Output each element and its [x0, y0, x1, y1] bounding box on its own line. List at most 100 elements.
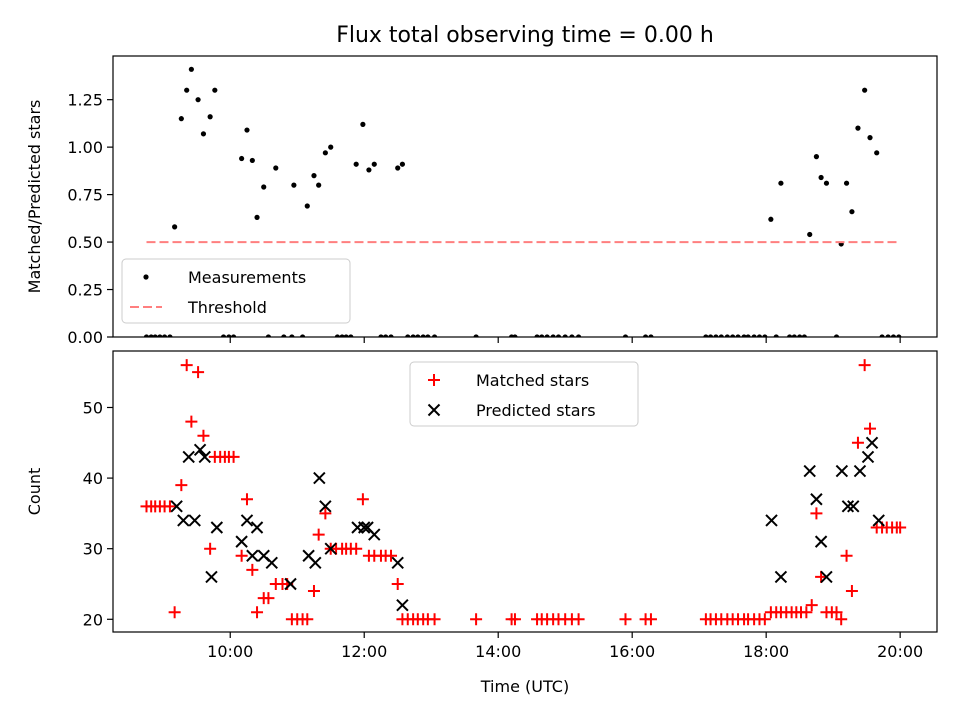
measurements-point	[813, 154, 820, 160]
matched-stars-point	[227, 450, 240, 463]
matched-stars-point	[301, 613, 314, 626]
measurements-point	[353, 161, 359, 167]
measurements-point	[833, 334, 840, 337]
measurements-point	[756, 334, 763, 337]
y-tick-label: 0.50	[67, 233, 103, 252]
predicted-stars-point	[835, 464, 849, 478]
measurements-point	[415, 334, 421, 337]
measurements-point	[212, 87, 218, 93]
measurements-point	[343, 334, 349, 337]
matched-stars-point	[168, 606, 181, 619]
matched-stars-point	[180, 359, 193, 372]
measurements-point	[161, 334, 168, 337]
measurements-point	[751, 334, 757, 337]
matched-stars-point	[830, 606, 843, 619]
measurements-point	[304, 203, 310, 209]
measurements-point	[778, 180, 784, 186]
predicted-stars-point	[193, 443, 207, 457]
predicted-stars-point	[210, 521, 224, 534]
y-tick-label: 0.00	[67, 328, 103, 347]
matched-stars-point	[644, 613, 657, 626]
predicted-stars-point	[182, 450, 195, 464]
measurements-point	[896, 334, 902, 337]
ratio-panel: 0.00 0.25 0.50 0.75 1.00 1.25 Matched/Predicte…	[25, 55, 938, 347]
measurements-point	[289, 334, 295, 337]
measurements-point	[787, 334, 793, 337]
measurements-point	[366, 167, 372, 173]
y-tick-label: 50	[83, 398, 103, 417]
predicted-stars-point	[177, 514, 190, 527]
measurements-point	[291, 182, 297, 188]
measurements-point	[707, 334, 714, 337]
measurements-point	[311, 173, 317, 179]
plot-area	[140, 359, 907, 626]
count-panel: 20 30 40 50 10:00 12:00 14:00 16:00 18:00 20:00 Co…	[25, 350, 938, 696]
matched-stars-point	[835, 613, 848, 626]
measurements-point	[867, 135, 873, 141]
matched-stars-point	[307, 585, 320, 598]
matched-stars-point	[845, 585, 858, 598]
measurements-point	[648, 334, 654, 337]
legend: Measurements Threshold	[121, 258, 351, 324]
matched-stars-point	[197, 429, 210, 442]
measurements-point	[575, 334, 582, 337]
x-tick-label: 14:00	[475, 642, 521, 661]
measurements-point	[383, 334, 389, 337]
measurements-point	[823, 180, 830, 186]
matched-stars-legend-marker	[428, 374, 440, 386]
predicted-stars-point	[265, 556, 278, 570]
measurements-point	[249, 157, 255, 164]
measurements-legend-label: Measurements	[188, 268, 306, 287]
predicted-stars-point	[284, 577, 297, 591]
y-axis-label: Count	[25, 468, 44, 516]
matched-stars-point	[192, 366, 205, 379]
predicted-stars-point	[246, 549, 259, 562]
predicted-stars-point	[198, 450, 211, 464]
measurements-point	[220, 334, 227, 337]
measurements-point	[254, 214, 260, 220]
matched-stars-point	[204, 542, 217, 555]
measurements-point	[399, 161, 406, 167]
measurements-point	[791, 334, 797, 337]
predicted-stars-point	[810, 493, 823, 506]
measurements-point	[178, 116, 184, 122]
measurements-point	[768, 216, 774, 222]
measurements-point	[157, 334, 163, 337]
predicted-stars-point	[313, 471, 326, 485]
predicted-stars-point	[865, 436, 879, 449]
predicted-stars-point	[774, 570, 788, 584]
matched-stars-legend-label: Matched stars	[476, 371, 589, 390]
measurements-point	[550, 334, 556, 337]
axes-frame	[112, 55, 938, 338]
measurements-point	[378, 334, 384, 337]
measurements-point	[885, 334, 891, 337]
predicted-stars-point	[235, 535, 248, 548]
legend-box	[121, 258, 351, 324]
predicted-stars-point	[396, 598, 409, 612]
measurements-point	[348, 334, 354, 337]
measurements-point	[862, 87, 868, 93]
measurements-point	[316, 182, 322, 188]
matched-stars-point	[758, 613, 771, 626]
predicted-stars-point	[803, 464, 816, 478]
matched-stars-point	[385, 549, 398, 562]
matched-stars-point	[319, 507, 332, 520]
matched-stars-point	[262, 592, 275, 605]
matched-stars-point	[851, 436, 864, 449]
measurements-point	[281, 334, 287, 337]
matched-stars-point	[163, 500, 176, 513]
y-tick-label: 1.25	[67, 91, 103, 110]
matched-stars-point	[235, 549, 248, 562]
y-tick-label: 1.00	[67, 138, 103, 157]
measurements-point	[879, 334, 885, 337]
matched-stars-point	[619, 613, 632, 626]
measurements-point	[405, 334, 411, 337]
measurements-point	[544, 334, 550, 337]
matched-stars-point	[864, 422, 877, 435]
predicted-stars-legend-marker	[427, 403, 441, 417]
measurements-point	[226, 334, 232, 337]
measurements-point	[425, 334, 431, 337]
measurements-point	[534, 334, 540, 337]
y-tick-label: 0.75	[67, 186, 103, 205]
